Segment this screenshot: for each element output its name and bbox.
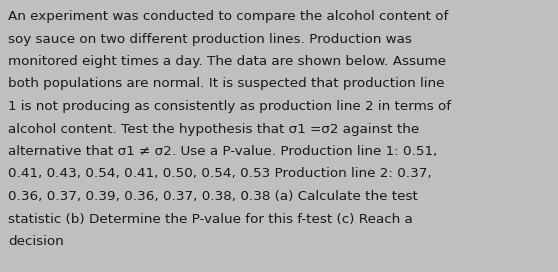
Text: 0.36, 0.37, 0.39, 0.36, 0.37, 0.38, 0.38 (a) Calculate the test: 0.36, 0.37, 0.39, 0.36, 0.37, 0.38, 0.38… — [8, 190, 418, 203]
Text: alcohol content. Test the hypothesis that σ1 =σ2 against the: alcohol content. Test the hypothesis tha… — [8, 122, 419, 135]
Text: An experiment was conducted to compare the alcohol content of: An experiment was conducted to compare t… — [8, 10, 449, 23]
Text: both populations are normal. It is suspected that production line: both populations are normal. It is suspe… — [8, 78, 445, 91]
Text: statistic (b) Determine the P-value for this f-test (c) Reach a: statistic (b) Determine the P-value for … — [8, 212, 413, 225]
Text: soy sauce on two different production lines. Production was: soy sauce on two different production li… — [8, 32, 412, 45]
Text: alternative that σ1 ≠ σ2. Use a P-value. Production line 1: 0.51,: alternative that σ1 ≠ σ2. Use a P-value.… — [8, 145, 437, 158]
Text: monitored eight times a day. The data are shown below. Assume: monitored eight times a day. The data ar… — [8, 55, 446, 68]
Text: decision: decision — [8, 235, 64, 248]
Text: 1 is not producing as consistently as production line 2 in terms of: 1 is not producing as consistently as pr… — [8, 100, 451, 113]
Text: 0.41, 0.43, 0.54, 0.41, 0.50, 0.54, 0.53 Production line 2: 0.37,: 0.41, 0.43, 0.54, 0.41, 0.50, 0.54, 0.53… — [8, 168, 432, 181]
